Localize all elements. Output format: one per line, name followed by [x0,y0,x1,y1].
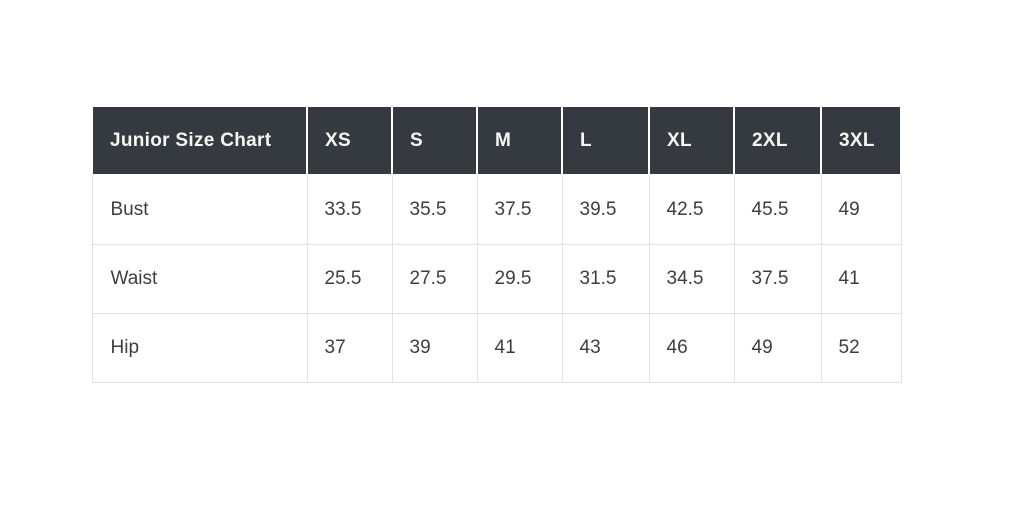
junior-size-chart-table: Junior Size Chart XS S M L XL 2XL 3XL Bu… [91,105,902,383]
cell-bust-2xl: 45.5 [733,174,822,245]
table-row-waist: Waist 25.5 27.5 29.5 31.5 34.5 37.5 41 [91,243,902,314]
row-label-hip: Hip [91,312,308,383]
cell-waist-s: 27.5 [391,243,478,314]
cell-bust-xs: 33.5 [306,174,393,245]
cell-waist-l: 31.5 [561,243,650,314]
cell-waist-m: 29.5 [476,243,563,314]
header-row: Junior Size Chart XS S M L XL 2XL 3XL [91,105,902,176]
column-header-xl: XL [648,105,735,176]
row-label-waist: Waist [91,243,308,314]
cell-waist-2xl: 37.5 [733,243,822,314]
column-header-s: S [391,105,478,176]
cell-hip-s: 39 [391,312,478,383]
column-header-xs: XS [306,105,393,176]
cell-hip-xs: 37 [306,312,393,383]
table-title: Junior Size Chart [91,105,308,176]
cell-waist-xl: 34.5 [648,243,735,314]
cell-bust-l: 39.5 [561,174,650,245]
cell-hip-2xl: 49 [733,312,822,383]
column-header-3xl: 3XL [820,105,902,176]
column-header-m: M [476,105,563,176]
cell-bust-s: 35.5 [391,174,478,245]
cell-hip-m: 41 [476,312,563,383]
cell-hip-xl: 46 [648,312,735,383]
column-header-l: L [561,105,650,176]
cell-hip-3xl: 52 [820,312,902,383]
cell-waist-3xl: 41 [820,243,902,314]
cell-hip-l: 43 [561,312,650,383]
cell-waist-xs: 25.5 [306,243,393,314]
cell-bust-m: 37.5 [476,174,563,245]
column-header-2xl: 2XL [733,105,822,176]
table-row-bust: Bust 33.5 35.5 37.5 39.5 42.5 45.5 49 [91,174,902,245]
row-label-bust: Bust [91,174,308,245]
cell-bust-3xl: 49 [820,174,902,245]
table-row-hip: Hip 37 39 41 43 46 49 52 [91,312,902,383]
cell-bust-xl: 42.5 [648,174,735,245]
